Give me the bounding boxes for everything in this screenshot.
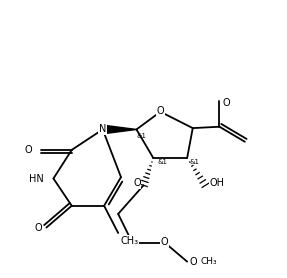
Text: O: O [25, 145, 32, 155]
Text: O: O [34, 223, 42, 232]
Text: CH₃: CH₃ [121, 236, 139, 246]
Polygon shape [103, 125, 136, 134]
Text: O: O [157, 106, 164, 116]
Text: OH: OH [210, 178, 225, 188]
Text: O: O [222, 98, 230, 108]
Text: &1: &1 [136, 133, 146, 139]
Text: HN: HN [29, 173, 44, 183]
Text: O: O [190, 257, 197, 267]
Text: &1: &1 [189, 159, 199, 165]
Text: O: O [133, 178, 141, 188]
Text: O: O [161, 237, 168, 247]
Text: &1: &1 [157, 159, 167, 165]
Text: CH₃: CH₃ [201, 257, 217, 266]
Text: N: N [99, 125, 106, 135]
